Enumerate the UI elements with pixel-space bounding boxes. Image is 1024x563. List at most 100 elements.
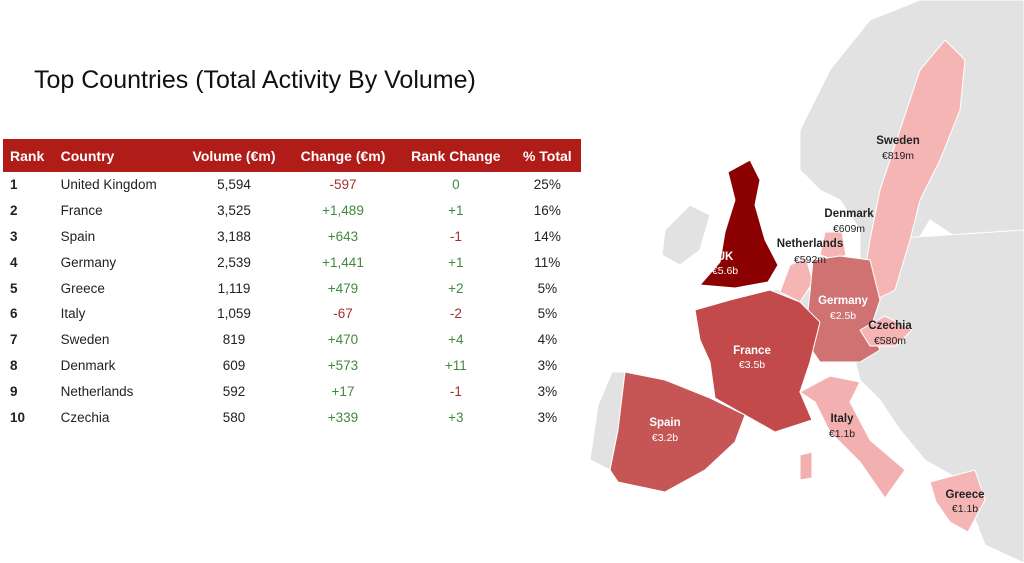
cell-country: Netherlands — [60, 383, 134, 399]
cell-volume: 819 — [222, 332, 246, 348]
cell-rank-change: +3 — [448, 409, 464, 425]
region-italy — [799, 375, 906, 499]
map-label-france: France — [733, 345, 771, 357]
region-france — [694, 289, 821, 433]
map-value-denmark: €609m — [833, 223, 865, 235]
cell-country: Greece — [60, 280, 105, 296]
land-ireland — [661, 204, 711, 266]
table-row: 7 Sweden 819 +470 +4 4% — [3, 327, 581, 353]
map-value-spain: €3.2b — [652, 432, 678, 444]
table-row: 8 Denmark 609 +573 +11 3% — [3, 353, 581, 379]
slide-title: Top Countries (Total Activity By Volume) — [34, 66, 476, 94]
cell-volume: 3,188 — [217, 228, 251, 244]
cell-country: Germany — [60, 254, 117, 270]
map-value-france: €3.5b — [739, 359, 765, 371]
cell-rank: 3 — [10, 228, 18, 244]
cell-rank: 2 — [10, 203, 18, 219]
cell-rank-change: -1 — [449, 383, 462, 399]
cell-pct-total: 5% — [537, 306, 558, 322]
map-label-italy: Italy — [830, 413, 854, 425]
cell-rank-change: +1 — [448, 203, 464, 219]
table-row: 3 Spain 3,188 +643 -1 14% — [3, 224, 581, 250]
cell-country: United Kingdom — [60, 177, 157, 193]
cell-rank: 4 — [10, 254, 18, 270]
map-label-czechia: Czechia — [868, 320, 912, 332]
cell-rank-change: +2 — [448, 280, 464, 296]
cell-change: +1,441 — [322, 254, 364, 270]
cell-change: +339 — [327, 409, 359, 425]
cell-change: +470 — [327, 332, 359, 348]
col-pct-total: % Total — [522, 147, 572, 164]
map-value-czechia: €580m — [874, 335, 906, 347]
map-label-spain: Spain — [649, 417, 680, 429]
cell-change: -597 — [329, 177, 357, 193]
map-label-denmark: Denmark — [824, 208, 874, 220]
region-spain — [609, 371, 746, 493]
cell-rank-change: +1 — [448, 254, 464, 270]
table-row: 2 France 3,525 +1,489 +1 16% — [3, 198, 581, 224]
cell-rank: 9 — [10, 383, 18, 399]
table-row: 1 United Kingdom 5,594 -597 0 25% — [3, 172, 581, 198]
map-value-germany: €2.5b — [830, 310, 856, 322]
top-countries-table: Rank Country Volume (€m) Change (€m) Ran… — [3, 139, 581, 430]
cell-rank-change: +4 — [448, 332, 464, 348]
cell-rank: 5 — [10, 280, 18, 296]
cell-pct-total: 4% — [537, 332, 558, 348]
cell-pct-total: 3% — [537, 409, 558, 425]
cell-country: Czechia — [60, 409, 110, 425]
cell-volume: 5,594 — [217, 177, 251, 193]
table-row: 10 Czechia 580 +339 +3 3% — [3, 404, 581, 430]
cell-pct-total: 3% — [537, 357, 558, 373]
map-label-greece: Greece — [945, 489, 984, 501]
cell-country: Spain — [60, 228, 96, 244]
cell-volume: 1,119 — [217, 280, 251, 296]
cell-change: +479 — [327, 280, 359, 296]
cell-pct-total: 25% — [533, 177, 561, 193]
map-labels: UK €5.6b France €3.5b Spain €3.2b German… — [649, 135, 984, 515]
cell-rank: 6 — [10, 306, 18, 322]
col-rank-change: Rank Change — [411, 147, 501, 164]
cell-country: Italy — [60, 306, 86, 322]
table-row: 5 Greece 1,119 +479 +2 5% — [3, 275, 581, 301]
region-uk — [698, 159, 779, 289]
cell-volume: 3,525 — [217, 203, 251, 219]
table-row: 4 Germany 2,539 +1,441 +1 11% — [3, 249, 581, 275]
cell-rank: 10 — [10, 409, 26, 425]
cell-rank-change: -1 — [449, 228, 462, 244]
col-rank: Rank — [10, 147, 45, 164]
table-row: 6 Italy 1,059 -67 -2 5% — [3, 301, 581, 327]
cell-rank: 1 — [10, 177, 18, 193]
cell-pct-total: 3% — [537, 383, 558, 399]
cell-pct-total: 16% — [533, 203, 561, 219]
col-volume: Volume (€m) — [192, 147, 276, 164]
cell-change: +17 — [331, 383, 355, 399]
cell-rank-change: +11 — [444, 357, 467, 373]
cell-rank-change: -2 — [449, 306, 462, 322]
map-label-germany: Germany — [818, 295, 868, 307]
col-country: Country — [60, 147, 115, 164]
cell-pct-total: 5% — [537, 280, 558, 296]
map-value-sweden: €819m — [882, 150, 914, 162]
cell-rank-change: 0 — [452, 177, 460, 193]
cell-country: Sweden — [60, 332, 110, 348]
region-sardinia — [799, 451, 813, 481]
col-change: Change (€m) — [300, 147, 386, 164]
map-value-italy: €1.1b — [829, 428, 855, 440]
map-label-netherlands: Netherlands — [777, 238, 843, 250]
cell-change: +1,489 — [322, 203, 364, 219]
map-label-uk: UK — [717, 251, 734, 263]
cell-volume: 592 — [222, 383, 246, 399]
map-label-sweden: Sweden — [876, 135, 919, 147]
cell-pct-total: 14% — [533, 228, 561, 244]
map-value-uk: €5.6b — [712, 265, 738, 277]
cell-volume: 2,539 — [217, 254, 251, 270]
region-czechia — [859, 315, 913, 347]
cell-change: +573 — [327, 357, 359, 373]
cell-country: Denmark — [60, 357, 116, 373]
map-value-greece: €1.1b — [952, 503, 978, 515]
cell-rank: 8 — [10, 357, 18, 373]
table-row: 9 Netherlands 592 +17 -1 3% — [3, 378, 581, 404]
region-germany — [804, 255, 881, 363]
cell-volume: 580 — [222, 409, 246, 425]
